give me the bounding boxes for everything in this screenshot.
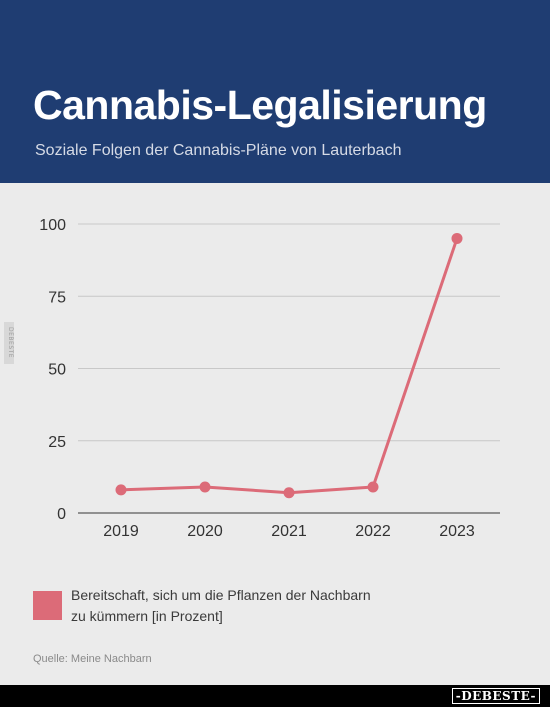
x-tick-label: 2020 [187, 523, 223, 540]
chart-subtitle: Soziale Folgen der Cannabis-Pläne von La… [35, 142, 402, 159]
footer-bar: -DEBESTE- [0, 685, 550, 707]
header-banner: Cannabis-Legalisierung Soziale Folgen de… [0, 0, 550, 183]
source-note: Quelle: Meine Nachbarn [33, 653, 152, 665]
data-point [283, 487, 295, 499]
legend: Bereitschaft, sich um die Pflanzen der N… [33, 585, 513, 635]
side-watermark: DEBESTE [4, 322, 14, 364]
legend-swatch [33, 591, 62, 620]
x-tick-label: 2021 [271, 523, 307, 540]
x-tick-label: 2022 [355, 523, 391, 540]
data-point [367, 481, 379, 493]
x-tick-label: 2019 [103, 523, 139, 540]
chart-area: 0 25 50 75 100 2019 2020 2021 2022 2023 [0, 183, 550, 583]
y-tick-label: 0 [57, 506, 66, 523]
line-chart: 0 25 50 75 100 2019 2020 2021 2022 2023 [39, 217, 500, 540]
legend-label: Bereitschaft, sich um die Pflanzen der N… [71, 587, 371, 624]
y-tick-label: 50 [48, 362, 66, 379]
data-point [115, 484, 127, 496]
y-tick-label: 25 [48, 434, 66, 451]
y-tick-label: 100 [39, 217, 66, 234]
series-line [119, 236, 459, 495]
data-point [199, 481, 211, 493]
footer-logo: -DEBESTE- [451, 688, 540, 704]
data-point [451, 232, 463, 244]
x-tick-label: 2023 [439, 523, 475, 540]
y-tick-label: 75 [48, 289, 66, 306]
chart-title: Cannabis-Legalisierung [33, 82, 487, 128]
